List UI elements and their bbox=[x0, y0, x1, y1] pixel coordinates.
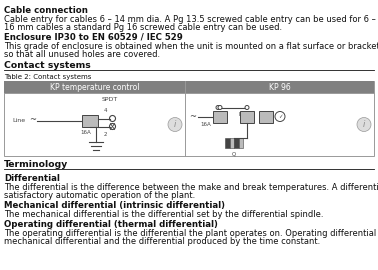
Text: i: i bbox=[174, 120, 176, 129]
Text: The differential is the difference between the make and break temperatures. A di: The differential is the difference betwe… bbox=[4, 183, 378, 192]
Bar bbox=[240, 110, 254, 123]
Text: Table 2: Contact systems: Table 2: Contact systems bbox=[4, 74, 91, 80]
Text: KP 96: KP 96 bbox=[269, 83, 290, 92]
Bar bbox=[4, 81, 374, 156]
Bar bbox=[225, 138, 229, 148]
Bar bbox=[4, 81, 185, 93]
Bar bbox=[213, 110, 227, 123]
Bar bbox=[229, 138, 234, 148]
Circle shape bbox=[357, 117, 371, 131]
Text: 16A: 16A bbox=[201, 123, 211, 127]
Text: i: i bbox=[363, 120, 365, 129]
Text: B: B bbox=[238, 112, 242, 117]
Text: C: C bbox=[261, 112, 265, 117]
Text: SPDT: SPDT bbox=[101, 97, 118, 102]
Text: Mechanical differential (intrinsic differential): Mechanical differential (intrinsic diffe… bbox=[4, 201, 225, 210]
Text: mechanical differential and the differential produced by the time constant.: mechanical differential and the differen… bbox=[4, 237, 320, 246]
Bar bbox=[259, 110, 273, 123]
Text: 2: 2 bbox=[104, 133, 107, 137]
Text: 4: 4 bbox=[104, 107, 107, 113]
Circle shape bbox=[168, 117, 182, 131]
Bar bbox=[185, 81, 374, 93]
Text: KP temperature control: KP temperature control bbox=[50, 83, 139, 92]
Text: Enclosure IP30 to EN 60529 / IEC 529: Enclosure IP30 to EN 60529 / IEC 529 bbox=[4, 33, 183, 42]
Text: The mechanical differential is the differential set by the differential spindle.: The mechanical differential is the diffe… bbox=[4, 210, 324, 219]
Text: Terminology: Terminology bbox=[4, 160, 68, 169]
Text: Contact systems: Contact systems bbox=[4, 61, 91, 70]
Text: 16 mm cables a standard Pg 16 screwed cable entry can be used.: 16 mm cables a standard Pg 16 screwed ca… bbox=[4, 23, 282, 32]
Text: ~: ~ bbox=[29, 115, 37, 124]
Text: Operating differential (thermal differential): Operating differential (thermal differen… bbox=[4, 220, 218, 229]
Text: The operating differential is the differential the plant operates on. Operating : The operating differential is the differ… bbox=[4, 229, 378, 238]
Text: ✓: ✓ bbox=[278, 114, 282, 119]
Bar bbox=[234, 138, 239, 148]
Circle shape bbox=[245, 106, 249, 110]
Text: This grade of enclosure is obtained when the unit is mounted on a flat surface o: This grade of enclosure is obtained when… bbox=[4, 42, 378, 51]
Circle shape bbox=[218, 106, 222, 110]
Text: 16A: 16A bbox=[80, 130, 91, 136]
Text: Line: Line bbox=[12, 118, 25, 123]
Text: so that all unused holes are covered.: so that all unused holes are covered. bbox=[4, 50, 160, 59]
Text: Cable entry for cables 6 – 14 mm dia. A Pg 13.5 screwed cable entry can be used : Cable entry for cables 6 – 14 mm dia. A … bbox=[4, 15, 378, 24]
Circle shape bbox=[216, 106, 220, 110]
Bar bbox=[82, 114, 98, 127]
Text: A: A bbox=[216, 112, 220, 117]
Text: Cable connection: Cable connection bbox=[4, 6, 88, 15]
Text: ~: ~ bbox=[189, 112, 197, 121]
Text: satisfactory automatic operation of the plant.: satisfactory automatic operation of the … bbox=[4, 191, 195, 200]
Text: Q: Q bbox=[232, 151, 236, 156]
Text: Differential: Differential bbox=[4, 174, 60, 183]
Bar bbox=[239, 138, 243, 148]
